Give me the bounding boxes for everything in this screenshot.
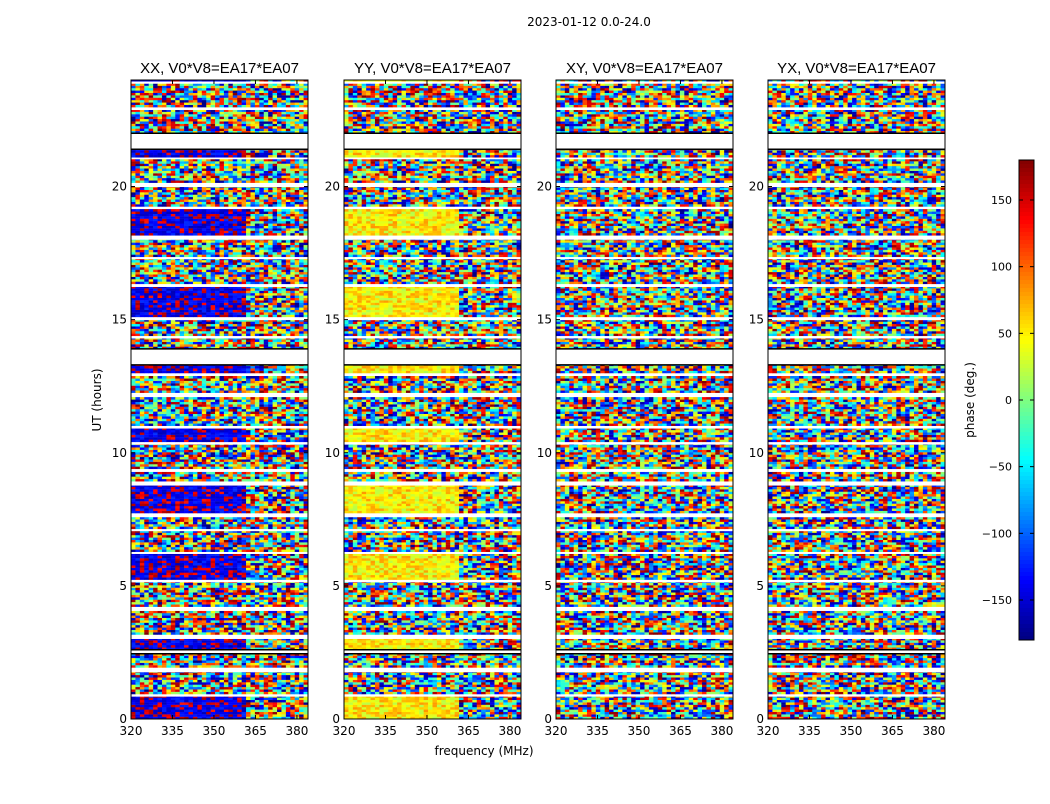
y-tick-label: 5 <box>332 579 340 593</box>
x-tick-label: 320 <box>757 724 780 738</box>
colorbar-tick-label: 100 <box>991 261 1012 274</box>
panel: XX, V0*V8=EA17*EA07 320 335 350 365 380 0 5 10 15… <box>112 60 309 738</box>
panels: XX, V0*V8=EA17*EA07 320 335 350 365 380 0 5 10 15… <box>112 60 946 738</box>
colorbar-tick-label: −150 <box>982 594 1012 607</box>
x-tick-label: 365 <box>244 724 267 738</box>
panel: YY, V0*V8=EA17*EA07 320 335 350 365 380 0 5 10 15… <box>325 60 522 738</box>
x-tick-label: 320 <box>333 724 356 738</box>
y-tick-label: 0 <box>332 712 340 726</box>
heatmap-image <box>768 80 945 719</box>
colorbar-tick-label: −50 <box>989 461 1012 474</box>
y-tick-label: 20 <box>325 180 340 194</box>
y-tick-label: 0 <box>119 712 127 726</box>
colorbar-tick-label: 50 <box>998 327 1012 340</box>
x-tick-label: 320 <box>120 724 143 738</box>
heatmap-image <box>131 80 308 719</box>
y-tick-label: 15 <box>325 313 340 327</box>
x-tick-label: 365 <box>457 724 480 738</box>
y-axis-label: UT (hours) <box>90 368 104 431</box>
panel-title: YX, V0*V8=EA17*EA07 <box>777 60 936 77</box>
x-tick-label: 350 <box>203 724 226 738</box>
y-tick-label: 10 <box>537 446 552 460</box>
y-tick-label: 10 <box>749 446 764 460</box>
x-tick-label: 335 <box>161 724 184 738</box>
heatmap-image <box>344 80 521 719</box>
x-tick-label: 335 <box>798 724 821 738</box>
x-tick-label: 350 <box>416 724 439 738</box>
x-tick-label: 350 <box>628 724 651 738</box>
figure-title: 2023-01-12 0.0-24.0 <box>527 15 651 29</box>
panel-title: XY, V0*V8=EA17*EA07 <box>566 60 723 77</box>
x-tick-label: 380 <box>285 724 308 738</box>
panel-title: YY, V0*V8=EA17*EA07 <box>354 60 511 77</box>
x-tick-label: 365 <box>881 724 904 738</box>
y-tick-label: 5 <box>119 579 127 593</box>
x-tick-label: 380 <box>710 724 733 738</box>
panel-title: XX, V0*V8=EA17*EA07 <box>140 60 299 77</box>
y-tick-label: 20 <box>537 180 552 194</box>
y-tick-label: 5 <box>544 579 552 593</box>
x-tick-label: 380 <box>498 724 521 738</box>
panel: XY, V0*V8=EA17*EA07 320 335 350 365 380 0 5 10 15… <box>537 60 734 738</box>
x-tick-label: 380 <box>922 724 945 738</box>
colorbar: −150 −100 −50 0 50 100 150 phase (deg.) <box>963 160 1034 640</box>
x-tick-label: 320 <box>545 724 568 738</box>
colorbar-tick-label: 150 <box>991 194 1012 207</box>
y-tick-label: 10 <box>112 446 127 460</box>
heatmap-image <box>556 80 733 719</box>
y-tick-label: 0 <box>544 712 552 726</box>
x-tick-label: 350 <box>840 724 863 738</box>
x-axis-label: frequency (MHz) <box>434 744 533 758</box>
y-tick-label: 20 <box>749 180 764 194</box>
y-tick-label: 5 <box>756 579 764 593</box>
y-tick-label: 15 <box>112 313 127 327</box>
y-tick-label: 10 <box>325 446 340 460</box>
y-tick-label: 20 <box>112 180 127 194</box>
colorbar-tick-label: −100 <box>982 527 1012 540</box>
x-tick-label: 335 <box>586 724 609 738</box>
colorbar-label: phase (deg.) <box>963 362 977 438</box>
x-tick-label: 335 <box>374 724 397 738</box>
y-tick-label: 15 <box>537 313 552 327</box>
y-tick-label: 0 <box>756 712 764 726</box>
panel: YX, V0*V8=EA17*EA07 320 335 350 365 380 0 5 10 15… <box>749 60 946 738</box>
y-tick-label: 15 <box>749 313 764 327</box>
x-tick-label: 365 <box>669 724 692 738</box>
colorbar-tick-label: 0 <box>1005 394 1012 407</box>
